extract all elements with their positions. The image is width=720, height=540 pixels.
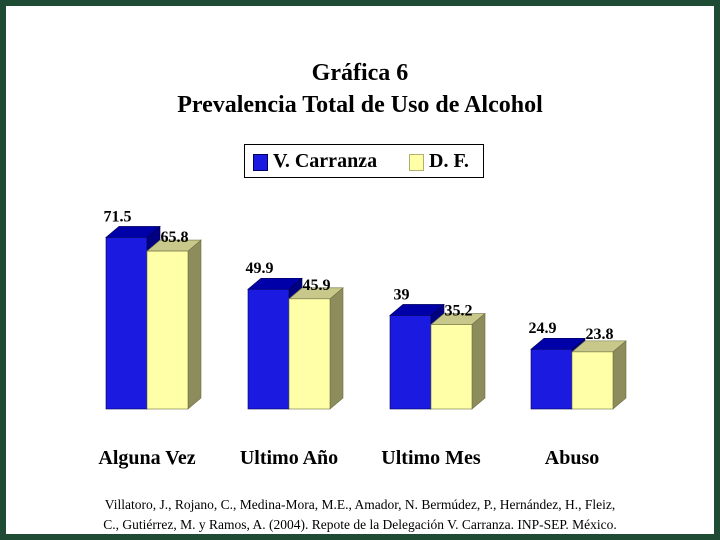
legend-swatch-v-carranza [253, 154, 268, 171]
category-label: Abuso [545, 447, 599, 469]
chart-subtitle: Prevalencia Total de Uso de Alcohol [177, 92, 543, 118]
legend: V. Carranza D. F. [244, 144, 484, 178]
category-label: Ultimo Año [240, 447, 338, 469]
data-label-d-f: 23.8 [586, 326, 614, 343]
bar-v-carranza [389, 315, 432, 410]
bar-d-f [146, 250, 189, 410]
data-label-d-f: 65.8 [161, 229, 189, 246]
data-label-v-carranza: 71.5 [104, 208, 132, 225]
bar-v-carranza [247, 288, 290, 410]
source-line-1: Villatoro, J., Rojano, C., Medina-Mora, … [104, 497, 616, 512]
data-label-v-carranza: 49.9 [246, 260, 274, 277]
data-label-v-carranza: 24.9 [529, 320, 557, 337]
bar-side-d-f [329, 287, 344, 410]
source-line-2: C., Gutiérrez, M. y Ramos, A. (2004). Re… [103, 517, 617, 532]
bar-d-f [288, 298, 331, 410]
bar-v-carranza [530, 348, 573, 410]
bar-d-f [571, 351, 614, 410]
legend-label-df: D. F. [429, 150, 469, 172]
data-label-v-carranza: 39 [394, 286, 410, 303]
bar-side-d-f [612, 340, 627, 410]
bar-v-carranza [105, 237, 148, 410]
category-label: Ultimo Mes [381, 447, 481, 469]
data-label-d-f: 45.9 [303, 277, 331, 294]
category-label: Alguna Vez [98, 447, 195, 469]
bar-d-f [430, 324, 473, 410]
data-label-d-f: 35.2 [445, 303, 473, 320]
bar-side-d-f [471, 312, 486, 410]
bar-side-d-f [187, 239, 202, 410]
legend-label-v-carranza: V. Carranza [273, 150, 378, 172]
legend-swatch-df [409, 154, 424, 171]
chart-title: Gráfica 6 [311, 60, 409, 86]
source-citation: Villatoro, J., Rojano, C., Medina-Mora, … [0, 495, 720, 535]
